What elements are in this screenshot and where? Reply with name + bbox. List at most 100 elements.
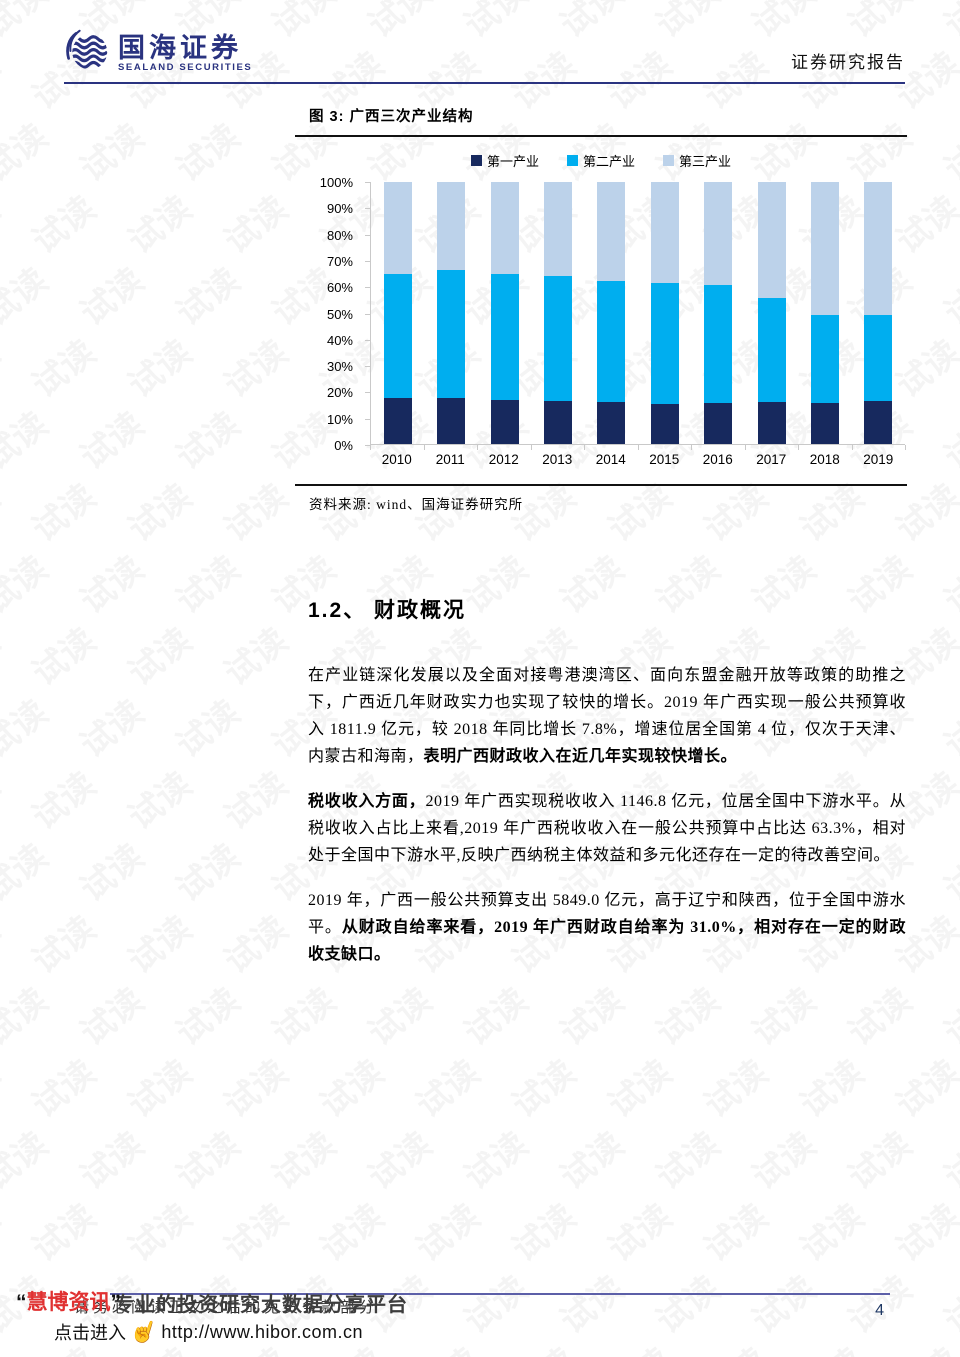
watermark-text: 试读 (932, 254, 960, 334)
watermark-text: 试读 (164, 110, 248, 190)
stacked-bar (757, 182, 786, 444)
watermark-text: 试读 (452, 1118, 536, 1198)
watermark-text: 试读 (644, 0, 728, 47)
watermark-text: 试读 (740, 1118, 824, 1198)
watermark-text: 试读 (836, 0, 920, 47)
legend-item: 第二产业 (566, 151, 635, 170)
legend-label: 第二产业 (582, 154, 635, 169)
watermark-text: 试读 (692, 1046, 776, 1126)
watermark-text: 试读 (692, 1190, 776, 1270)
watermark-text: 试读 (788, 1190, 872, 1270)
watermark-text: 试读 (452, 0, 536, 47)
bar-segment-3 (757, 182, 786, 298)
watermark-text: 试读 (0, 254, 56, 334)
y-tick-mark (365, 445, 370, 446)
watermark-text: 试读 (164, 398, 248, 478)
bar-segment-2 (650, 283, 679, 404)
watermark-text: 试读 (0, 0, 56, 47)
chart-bar-column (852, 182, 905, 444)
watermark-text: 试读 (20, 1046, 104, 1126)
watermark-text: 试读 (68, 686, 152, 766)
brand-name-cn: 国海证券 (118, 33, 242, 63)
watermark-text: 试读 (116, 1190, 200, 1270)
watermark-text: 试读 (404, 1046, 488, 1126)
watermark-text: 试读 (932, 1118, 960, 1198)
watermark-text: 试读 (68, 974, 152, 1054)
watermark-text: 试读 (116, 1046, 200, 1126)
stacked-bar-chart: 100% 90% 80% 70% 60% 50% 40% 30% 20% 10% 0% 2010 20… (295, 175, 907, 482)
watermark-text: 试读 (308, 1046, 392, 1126)
paragraph: 在产业链深化发展以及全面对接粤港澳湾区、面向东盟金融开放等政策的助推之下，广西近… (308, 662, 906, 770)
stacked-bar (437, 182, 466, 444)
legend-label: 第一产业 (486, 154, 539, 169)
watermark-text: 试读 (596, 1046, 680, 1126)
bar-segment-2 (810, 315, 839, 403)
watermark-text: 试读 (0, 686, 56, 766)
watermark-text: 试读 (596, 1190, 680, 1270)
quote-open: “ (16, 1291, 27, 1314)
x-tick-mark (744, 445, 746, 450)
x-tick-label: 2017 (756, 452, 787, 467)
footer-tagline: 专业的投资研究大数据分享平台 (114, 1294, 408, 1316)
chart-bar-column (638, 182, 691, 444)
watermark-text: 试读 (932, 974, 960, 1054)
x-tick-label: 2018 (809, 452, 840, 467)
y-tick-mark (365, 287, 370, 289)
watermark-text: 试读 (20, 614, 104, 694)
figure-source: 资料来源: wind、国海证券研究所 (309, 497, 524, 512)
watermark-text: 试读 (164, 830, 248, 910)
x-tick-label: 2013 (542, 452, 573, 467)
chart-bar-column (371, 182, 424, 444)
bar-segment-2 (757, 297, 786, 403)
bar-segment-2 (383, 273, 412, 399)
stacked-bar (810, 182, 839, 444)
watermark-text: 试读 (260, 0, 344, 47)
legend-swatch (663, 155, 674, 166)
stacked-bar (383, 182, 412, 444)
watermark-text: 试读 (164, 686, 248, 766)
sealand-logo-icon (64, 28, 110, 79)
watermark-text: 试读 (548, 974, 632, 1054)
watermark-text: 试读 (356, 0, 440, 47)
y-tick-label: 50% (326, 306, 353, 322)
chart-bar-column (745, 182, 798, 444)
text-segment: 2019 年，广西一般公共预算支出 5849.0 亿元，高于辽宁和陕西，位于全国… (308, 892, 906, 936)
bar-segment-2 (543, 275, 572, 401)
header-divider (64, 82, 905, 84)
watermark-text: 试读 (116, 182, 200, 262)
x-tick-mark (691, 445, 692, 450)
figure-3-block: 图 3: 广西三次产业结构 第一产业 第二产业 第三产业 100% 90% 80% 70%… (295, 105, 907, 513)
watermark-text: 试读 (932, 686, 960, 766)
text-segment: 从财政自给率来看，2019 年广西财政自给率为 31.0%，相对存在一定的财政收… (308, 919, 906, 963)
y-tick-label: 70% (326, 253, 353, 269)
body-paragraphs: 在产业链深化发展以及全面对接粤港澳湾区、面向东盟金融开放等政策的助推之下，广西近… (308, 662, 906, 986)
pointing-hand-icon: ☝ (126, 1315, 161, 1348)
stacked-bar (650, 182, 679, 444)
footer-divider (110, 1293, 890, 1295)
hibor-url-link[interactable]: http://www.hibor.com.cn (161, 1321, 363, 1342)
watermark-text: 试读 (0, 542, 56, 622)
chart-bar-column (531, 182, 584, 444)
stacked-bar (490, 182, 519, 444)
watermark-text: 试读 (644, 974, 728, 1054)
watermark-text: 试读 (68, 110, 152, 190)
x-tick-label: 2012 (488, 452, 519, 467)
bar-segment-2 (704, 285, 733, 404)
watermark-text: 试读 (932, 398, 960, 478)
paragraph: 2019 年，广西一般公共预算支出 5849.0 亿元，高于辽宁和陕西，位于全国… (308, 887, 906, 968)
stacked-bar (864, 182, 893, 444)
watermark-text: 试读 (20, 326, 104, 406)
watermark-text: 试读 (932, 830, 960, 910)
bar-segment-3 (490, 182, 519, 275)
text-segment: 2019 年广西实现税收收入 1146.8 亿元，位居全国中下游水平。从税收收入… (308, 793, 906, 864)
y-tick-mark (365, 182, 370, 183)
x-tick-label: 2015 (649, 452, 680, 467)
bar-segment-3 (597, 182, 626, 281)
watermark-text: 试读 (884, 1190, 960, 1270)
brand-name-en: SEALAND SECURITIES (118, 62, 253, 73)
watermark-text: 试读 (644, 542, 728, 622)
x-tick-mark (530, 445, 532, 450)
watermark-text: 试读 (836, 1118, 920, 1198)
chart-bar-column (691, 182, 744, 444)
watermark-text: 试读 (884, 1046, 960, 1126)
